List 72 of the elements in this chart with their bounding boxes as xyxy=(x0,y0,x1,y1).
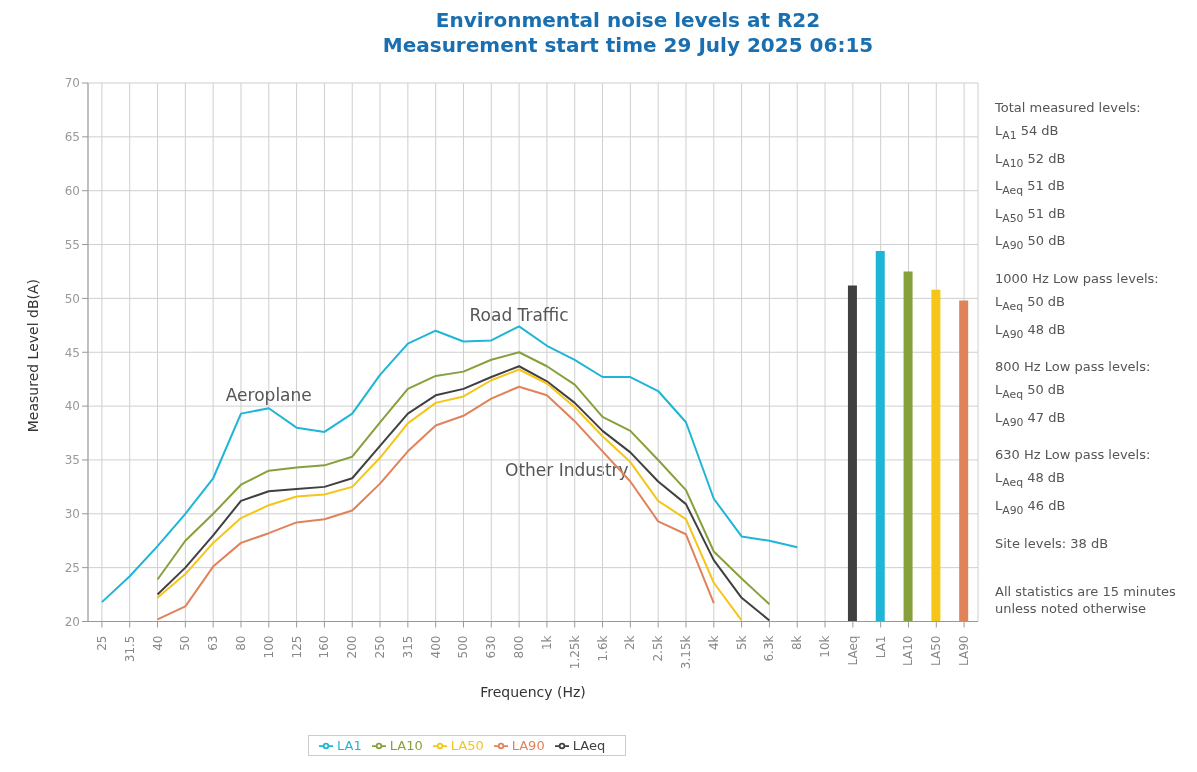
x-tick-label: 125 xyxy=(289,635,304,659)
annotation: Road Traffic xyxy=(469,305,569,326)
x-tick-label: 25 xyxy=(94,635,109,651)
line-series xyxy=(100,325,799,604)
text: L$_{Aeq}$ 50 dB xyxy=(995,292,1066,315)
x-tick-label: 8k xyxy=(790,635,805,651)
x-tick-label: 80 xyxy=(233,635,248,651)
legend-label: LA10 xyxy=(389,737,423,753)
y-tick-label: 20 xyxy=(64,614,80,629)
y-tick-label: 35 xyxy=(64,453,80,468)
y-axis-title: Measured Level dB(A) xyxy=(24,279,41,433)
text: Site levels: 38 dB xyxy=(995,534,1110,553)
y-tick-label: 55 xyxy=(64,237,80,252)
text: L$_{A1}$ 54 dB xyxy=(995,122,1060,144)
x-tick-label: 800 xyxy=(512,635,527,659)
y-tick-label: 65 xyxy=(64,130,80,145)
text: L$_{A50}$ 51 dB xyxy=(995,204,1067,227)
x-tick-label: 6.3k xyxy=(762,635,777,662)
text: L$_{A90}$ 47 dB xyxy=(995,408,1067,431)
x-tick-label: 4k xyxy=(706,635,721,651)
x-tick-label: 1k xyxy=(539,635,554,651)
y-tick-label: 40 xyxy=(64,399,80,414)
x-tick-label: 40 xyxy=(150,635,165,651)
text: All statistics are 15 minutes unless noted otherwise xyxy=(995,582,1177,617)
x-tick-label: 630 xyxy=(484,635,499,659)
chart-subtitle: Measurement start time 29 July 2025 06:15 xyxy=(381,33,875,58)
legend-label: LAeq xyxy=(572,737,606,753)
text: L$_{A90}$ 50 dB xyxy=(995,232,1067,254)
y-tick-label: 45 xyxy=(64,345,80,360)
legend-label: LA50 xyxy=(450,737,484,753)
text: 630 Hz Low pass levels: xyxy=(995,446,1152,465)
text: L$_{A90}$ 48 dB xyxy=(995,320,1067,343)
x-tick-label: 200 xyxy=(345,635,360,659)
x-tick-label: 250 xyxy=(373,635,388,659)
x-tick-label: 160 xyxy=(317,635,332,659)
y-tick-label: 50 xyxy=(64,291,80,306)
x-tick-label: 5k xyxy=(734,635,749,651)
x-tick-label: LA10 xyxy=(901,635,916,666)
y-tick-label: 70 xyxy=(64,76,80,91)
legend-label: LA1 xyxy=(337,737,362,753)
chart-title: Environmental noise levels at R22 xyxy=(434,8,822,33)
x-tick-label: 2.5k xyxy=(651,635,666,662)
x-tick-label: 315 xyxy=(400,635,415,659)
x-tick-label: LA50 xyxy=(929,635,944,666)
text: L$_{Aeq}$ 51 dB xyxy=(995,177,1066,199)
text: 800 Hz Low pass levels: xyxy=(995,358,1152,377)
x-tick-label: 63 xyxy=(206,635,221,651)
x-tick-label: 10k xyxy=(818,635,833,658)
x-tick-label: LAeq xyxy=(845,635,860,666)
x-tick-label: 500 xyxy=(456,635,471,659)
x-tick-label: 31.5 xyxy=(122,635,137,663)
text: L$_{A10}$ 52 dB xyxy=(995,149,1067,172)
text: L$_{A90}$ 46 dB xyxy=(995,496,1067,519)
x-tick-label: 3.15k xyxy=(678,635,693,670)
legend-label: LA90 xyxy=(511,737,545,753)
x-tick-label: LA1 xyxy=(873,635,888,659)
text: L$_{Aeq}$ 48 dB xyxy=(995,469,1066,491)
x-tick-label: 400 xyxy=(428,635,443,659)
x-tick-label: 2k xyxy=(623,635,638,651)
text: L$_{Aeq}$ 50 dB xyxy=(995,381,1066,403)
x-tick-label: 50 xyxy=(178,635,193,651)
y-tick-label: 30 xyxy=(64,507,80,522)
y-tick-label: 60 xyxy=(64,183,80,198)
text: 1000 Hz Low pass levels: xyxy=(995,269,1160,288)
x-tick-label: 1.6k xyxy=(595,635,610,662)
x-tick-label: LA90 xyxy=(957,635,972,666)
x-axis-title: Frequency (Hz) xyxy=(480,683,586,700)
annotation: Aeroplane xyxy=(225,385,312,406)
x-tick-label: 100 xyxy=(261,635,276,659)
text: Total measured levels: xyxy=(995,99,1142,117)
y-tick-label: 25 xyxy=(64,560,80,575)
x-tick-label: 1.25k xyxy=(567,635,582,670)
